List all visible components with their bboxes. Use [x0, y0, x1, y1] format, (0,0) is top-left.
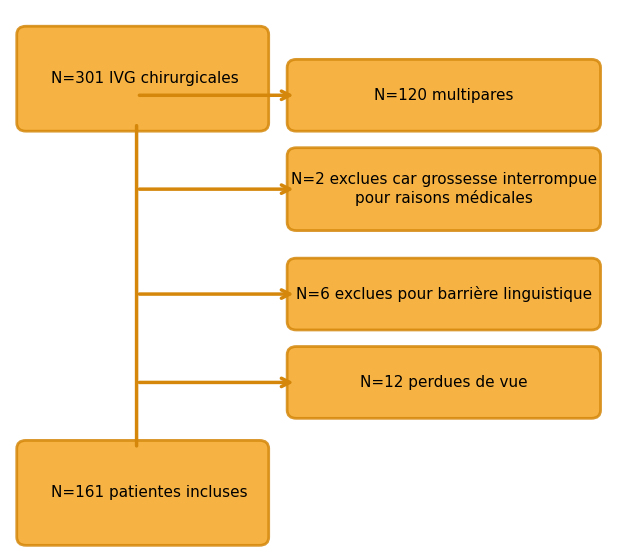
Text: N=301 IVG chirurgicales: N=301 IVG chirurgicales: [51, 71, 238, 86]
Text: N=120 multipares: N=120 multipares: [374, 88, 513, 103]
FancyBboxPatch shape: [287, 59, 601, 131]
Text: N=161 patientes incluses: N=161 patientes incluses: [51, 486, 247, 501]
Text: N=2 exclues car grossesse interrompue
pour raisons médicales: N=2 exclues car grossesse interrompue po…: [291, 173, 597, 206]
FancyBboxPatch shape: [16, 26, 268, 131]
FancyBboxPatch shape: [287, 346, 601, 418]
FancyBboxPatch shape: [287, 258, 601, 330]
Text: N=12 perdues de vue: N=12 perdues de vue: [360, 375, 528, 390]
FancyBboxPatch shape: [287, 148, 601, 230]
FancyBboxPatch shape: [16, 441, 268, 546]
Text: N=6 exclues pour barrière linguistique: N=6 exclues pour barrière linguistique: [296, 286, 592, 302]
